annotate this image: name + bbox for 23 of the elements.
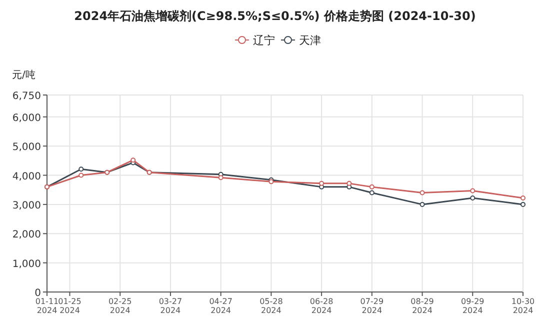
legend-label: 辽宁 — [253, 34, 275, 47]
y-tick-label: 6,000 — [12, 112, 41, 124]
y-tick-label: 1,000 — [12, 258, 41, 270]
y-tick-label: 2,000 — [12, 230, 41, 241]
y-axis-title: 元/吨 — [12, 69, 36, 81]
y-tick-label: 3,000 — [12, 200, 41, 212]
x-tick-label: 07-29 2024 — [360, 297, 384, 315]
y-tick-label: 6,750 — [12, 91, 41, 102]
x-tick-label: 09-29 2024 — [461, 297, 484, 315]
x-tick-label: 01-11 2024 — [35, 297, 59, 315]
y-tick-label: 5,000 — [12, 142, 41, 154]
x-tick-label: 06-28 2024 — [310, 297, 334, 315]
y-tick-label: 4,000 — [12, 171, 41, 182]
x-tick-label: 05-28 2024 — [260, 297, 283, 315]
x-tick-label: 03-27 2024 — [158, 297, 182, 315]
y-tick-label: 0 — [34, 288, 41, 299]
x-tick-label: 02-25 2024 — [108, 297, 132, 315]
chart-title: 2024年石油焦增碳剂(C≥98.5%;S≤0.5%) 价格走势图 (2024-10-30) — [74, 9, 476, 23]
legend-label: 天津 — [299, 34, 321, 47]
x-tick-label: 01-25 2024 — [58, 297, 82, 315]
x-tick-label: 10-30 2024 — [511, 297, 535, 315]
x-tick-label: 04-27 2024 — [209, 297, 232, 315]
x-tick-label: 08-29 2024 — [410, 297, 434, 315]
